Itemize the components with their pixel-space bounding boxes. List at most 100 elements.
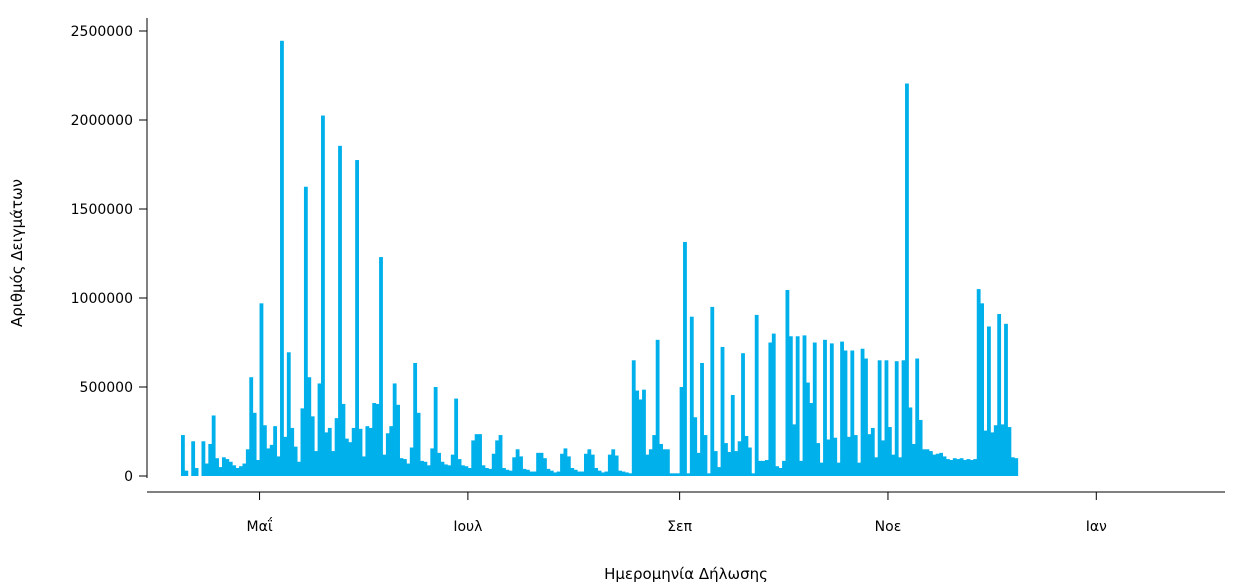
bar-2020-11-21 (956, 459, 961, 476)
bar-2020-08-07 (594, 467, 599, 476)
bar-2020-04-12 (194, 467, 199, 476)
bar-2020-04-11 (191, 441, 196, 476)
bar-2020-05-29 (355, 160, 359, 477)
bar-2020-10-28 (874, 457, 879, 476)
bar-2020-04-27 (245, 449, 250, 476)
bar-2020-09-06 (696, 452, 701, 476)
bar-2020-09-30 (778, 467, 783, 476)
bar-2020-06-14 (409, 447, 414, 476)
bar-2020-07-06 (484, 467, 489, 476)
bar-2020-04-18 (215, 458, 219, 476)
bar-2020-05-21 (327, 427, 332, 476)
bar-2020-04-17 (211, 415, 216, 476)
bar-2020-10-10 (812, 342, 817, 476)
bar-2020-06-30 (464, 466, 469, 476)
bar-2020-06-22 (437, 452, 441, 476)
bar-2020-09-26 (765, 459, 769, 476)
x-tick-label: Μαΐ (247, 517, 273, 535)
bar-2020-09-29 (775, 466, 780, 476)
bar-2020-11-30 (987, 326, 991, 476)
bar-2020-10-12 (819, 462, 824, 476)
bar-2020-07-22 (539, 452, 544, 476)
bar-2020-11-02 (891, 454, 896, 476)
bar-2020-10-13 (823, 339, 827, 476)
x-axis-title: Ημερομηνία Δήλωσης (604, 565, 768, 583)
bar-2020-06-21 (433, 387, 438, 476)
bar-2020-09-15 (727, 451, 732, 476)
bar-2020-07-15 (515, 449, 520, 476)
bar-2020-05-06 (276, 456, 281, 476)
bar-2020-04-29 (252, 412, 257, 476)
bar-2020-04-08 (181, 435, 185, 476)
bar-2020-10-18 (840, 341, 844, 476)
bar-2020-07-29 (563, 448, 568, 476)
bar-2020-12-04 (1000, 424, 1005, 476)
bar-2020-08-26 (659, 443, 663, 476)
bar-2020-06-07 (385, 433, 390, 476)
bar-2020-11-13 (928, 451, 933, 476)
bar-2020-05-23 (334, 418, 339, 476)
bar-2020-08-15 (621, 471, 626, 476)
bar-2020-05-05 (273, 426, 278, 476)
bar-2020-05-14 (303, 186, 308, 476)
bar-2020-09-02 (683, 241, 687, 476)
bar-2020-10-21 (850, 350, 855, 476)
bar-2020-10-01 (782, 460, 786, 476)
bar-2020-07-16 (519, 456, 523, 476)
bar-2020-08-03 (580, 471, 585, 476)
bar-2020-06-19 (426, 465, 431, 476)
bar-2020-05-20 (324, 432, 329, 476)
bar-2020-06-01 (365, 426, 370, 476)
bar-2020-10-31 (884, 360, 889, 476)
bar-2020-11-12 (925, 449, 930, 476)
x-tick-label: Σεπ (667, 519, 692, 535)
bar-2020-07-18 (525, 469, 530, 476)
bar-2020-11-03 (894, 361, 899, 476)
bar-2020-05-18 (317, 383, 322, 476)
bar-2020-10-26 (867, 434, 872, 476)
bar-2020-06-03 (372, 403, 377, 476)
bar-2020-08-01 (573, 469, 578, 476)
bar-2020-08-09 (601, 472, 605, 476)
bar-2020-08-23 (648, 449, 653, 476)
bar-2020-09-05 (693, 417, 698, 476)
bar-2020-06-06 (382, 454, 387, 476)
bar-2020-09-24 (758, 460, 762, 476)
y-tick-label: 500000 (80, 380, 133, 396)
bar-2020-06-04 (375, 403, 380, 476)
bar-2020-10-02 (785, 289, 790, 476)
bar-2020-08-16 (624, 472, 629, 476)
bar-2020-11-06 (905, 83, 909, 476)
bar-2020-06-26 (450, 454, 455, 476)
bar-2020-09-12 (717, 467, 722, 476)
bar-2020-06-02 (368, 427, 373, 476)
y-axis-title: Αριθμός Δειγμάτων (8, 179, 26, 327)
bar-2020-08-17 (628, 473, 633, 476)
bar-2020-12-08 (1014, 458, 1019, 476)
bar-2020-05-28 (351, 427, 356, 476)
bar-2020-04-09 (184, 470, 189, 476)
bar-2020-05-13 (300, 408, 305, 476)
bar-2020-07-17 (522, 468, 527, 476)
bar-2020-10-08 (806, 382, 810, 476)
bar-2020-08-11 (607, 454, 612, 476)
bar-2020-09-19 (741, 353, 745, 476)
bar-2020-11-15 (935, 453, 940, 476)
bar-2020-08-29 (669, 473, 674, 476)
bar-2020-05-22 (331, 451, 336, 476)
bar-2020-04-26 (242, 463, 247, 476)
bar-2020-11-27 (976, 289, 981, 476)
bar-2020-05-27 (348, 442, 353, 476)
bar-2020-05-25 (341, 403, 346, 476)
bar-2020-07-05 (481, 465, 486, 476)
bar-2020-09-17 (734, 451, 739, 476)
bar-2020-08-27 (662, 449, 667, 476)
bar-2020-09-10 (710, 306, 715, 476)
y-tick-label: 1000000 (71, 291, 133, 307)
bar-2020-05-10 (290, 427, 295, 476)
bar-2020-11-01 (887, 427, 892, 476)
bar-2020-10-29 (877, 360, 882, 476)
bar-2020-06-25 (447, 465, 452, 476)
bar-2020-10-17 (836, 462, 841, 476)
bar-2020-09-22 (751, 473, 756, 476)
